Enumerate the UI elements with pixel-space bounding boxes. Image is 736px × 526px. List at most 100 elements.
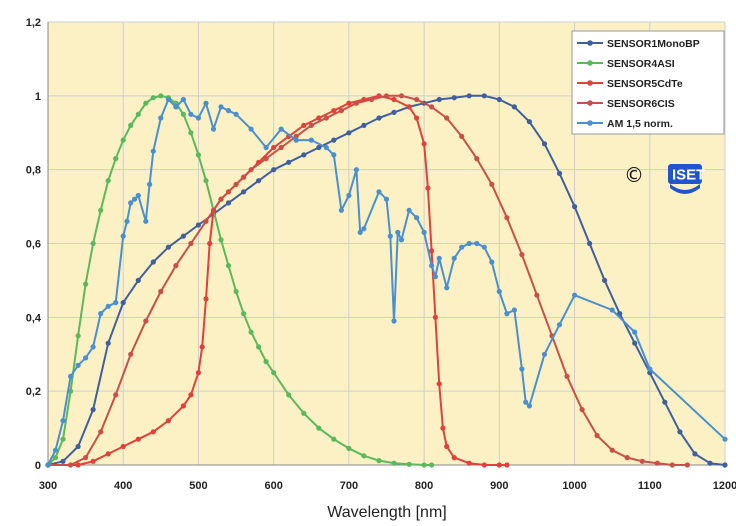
data-point xyxy=(195,152,201,158)
data-point xyxy=(195,222,201,228)
y-tick-label: 0,4 xyxy=(26,312,42,324)
x-tick-label: 1100 xyxy=(638,480,662,492)
data-point xyxy=(75,362,81,368)
data-point xyxy=(233,288,239,295)
data-point xyxy=(602,277,608,283)
data-point xyxy=(474,156,480,162)
series-4 xyxy=(45,93,691,468)
data-point xyxy=(414,96,420,103)
data-point xyxy=(301,152,307,158)
data-point xyxy=(135,436,141,442)
data-point xyxy=(256,344,262,350)
data-point xyxy=(677,429,683,435)
x-tick-label: 900 xyxy=(490,480,508,492)
data-point xyxy=(165,244,171,250)
data-point xyxy=(572,204,578,210)
data-point xyxy=(143,318,149,324)
data-point xyxy=(346,445,352,451)
data-point xyxy=(323,144,329,151)
data-point xyxy=(361,453,367,459)
data-point xyxy=(199,344,205,350)
data-point xyxy=(60,458,66,464)
y-tick-label: 0,8 xyxy=(26,165,41,177)
data-point xyxy=(387,233,393,239)
data-point xyxy=(459,244,465,250)
data-point xyxy=(489,181,495,187)
data-point xyxy=(511,307,517,313)
legend-label-main: SENSOR5 xyxy=(607,78,657,90)
data-point xyxy=(150,429,156,435)
data-point xyxy=(722,462,728,468)
data-point xyxy=(466,240,472,247)
data-point xyxy=(225,200,232,206)
data-point xyxy=(143,100,149,106)
legend-label-sub: MonoBP xyxy=(657,38,700,50)
data-point xyxy=(128,122,134,128)
data-point xyxy=(135,192,141,199)
data-point xyxy=(105,340,111,346)
data-point xyxy=(481,462,487,468)
data-point xyxy=(647,366,653,372)
iset-logo-text: ISET xyxy=(672,167,705,184)
data-point xyxy=(165,418,171,424)
data-point xyxy=(632,340,638,346)
data-point xyxy=(429,104,435,110)
data-point xyxy=(331,152,337,158)
data-point xyxy=(331,108,337,114)
series-group xyxy=(45,93,728,468)
data-point xyxy=(519,252,525,258)
x-axis-label: Wavelength [nm] xyxy=(327,504,446,521)
data-point xyxy=(361,122,367,128)
data-point xyxy=(489,259,495,265)
legend-label-sub: CIS xyxy=(657,98,675,110)
data-point xyxy=(195,115,201,121)
data-point xyxy=(639,458,645,464)
x-tick-label: 1200 xyxy=(713,480,736,492)
data-point xyxy=(432,314,438,320)
data-point xyxy=(662,399,668,405)
data-point xyxy=(481,244,487,250)
data-point xyxy=(52,447,59,453)
data-point xyxy=(113,392,119,398)
data-point xyxy=(395,229,401,235)
data-point xyxy=(203,100,209,106)
data-point xyxy=(195,370,201,376)
data-point xyxy=(357,229,363,235)
legend-label-main: SENSOR6 xyxy=(607,98,657,110)
data-point xyxy=(113,156,119,162)
data-point xyxy=(572,292,578,298)
legend-label-sub: ASI xyxy=(657,58,675,70)
data-point xyxy=(632,329,638,335)
legend-label: SENSOR1MonoBP xyxy=(607,38,700,50)
data-point xyxy=(256,178,262,184)
legend-label-main: SENSOR4 xyxy=(607,58,657,70)
data-point xyxy=(376,115,382,121)
data-point xyxy=(308,122,314,128)
data-point xyxy=(511,104,517,110)
data-point xyxy=(188,130,194,136)
data-point xyxy=(180,233,186,239)
data-point xyxy=(83,355,89,361)
legend-item: SENSOR6CIS xyxy=(577,98,675,110)
data-point xyxy=(383,196,390,202)
legend: SENSOR1MonoBPSENSOR4ASISENSOR5CdTeSENSOR… xyxy=(571,30,725,135)
series-line xyxy=(47,94,432,466)
legend-label: SENSOR4ASI xyxy=(607,58,675,70)
data-point xyxy=(98,429,104,435)
data-point xyxy=(248,126,254,132)
data-point xyxy=(609,307,615,313)
data-point xyxy=(180,96,186,103)
data-point xyxy=(120,300,126,306)
data-point xyxy=(391,460,397,466)
data-point xyxy=(444,115,450,121)
data-point xyxy=(90,344,96,350)
data-point xyxy=(147,181,153,187)
data-point xyxy=(541,351,548,357)
data-point xyxy=(594,432,600,439)
data-point xyxy=(398,237,405,243)
data-point xyxy=(609,447,615,453)
data-point xyxy=(98,311,104,317)
data-point xyxy=(225,263,232,269)
legend-marker xyxy=(587,120,593,126)
data-point xyxy=(406,207,412,213)
